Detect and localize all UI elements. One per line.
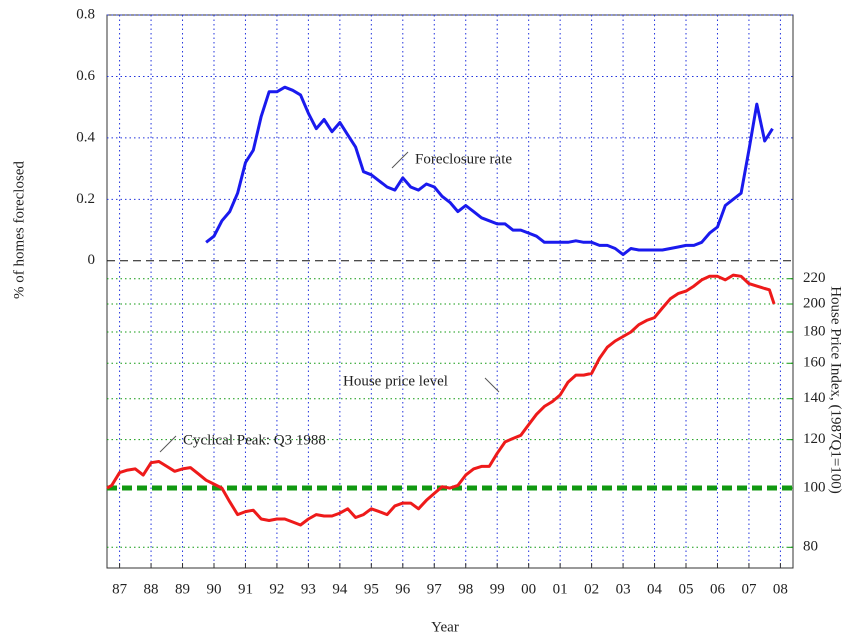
series-line [106, 273, 776, 527]
y2-tick-label: 160 [803, 355, 826, 371]
series-line [205, 85, 774, 257]
x-tick-label: 93 [301, 581, 316, 597]
annotation: Cyclical Peak: Q3 1988 [183, 432, 326, 448]
y2-tick-label: 140 [803, 390, 826, 406]
x-tick-label: 90 [206, 581, 221, 597]
x-tick-label: 89 [175, 581, 190, 597]
y2-tick-label: 220 [803, 270, 826, 286]
x-tick-label: 95 [364, 581, 379, 597]
y2-tick-label: 100 [803, 479, 826, 495]
x-tick-label: 01 [553, 581, 568, 597]
annotation: Foreclosure rate [415, 151, 512, 167]
annotation-arrow [484, 377, 500, 393]
y-tick-label: 0.2 [76, 191, 95, 207]
x-tick-label: 03 [616, 581, 631, 597]
y-tick-label: 0 [88, 252, 96, 268]
y-axis-label: % of homes foreclosed [11, 161, 27, 299]
annotation-arrow [159, 435, 177, 453]
y-tick-label: 0.8 [76, 6, 95, 22]
y2-tick-label: 120 [803, 431, 826, 447]
x-tick-label: 96 [395, 581, 411, 597]
x-tick-label: 88 [144, 581, 159, 597]
y2-tick-label: 180 [803, 323, 826, 339]
plot-frame [106, 14, 794, 569]
plot-area: 87 88 89 90 91 92 93 94 95 96 97 98 99 00 01 02 03 04 05 06… [76, 6, 825, 597]
x-tick-label: 99 [490, 581, 505, 597]
x-tick-label: 06 [710, 581, 726, 597]
x-tick-label: 97 [427, 581, 443, 597]
x-tick-label: 92 [269, 581, 284, 597]
y-tick-label: 0.6 [76, 68, 95, 84]
x-tick-label: 07 [741, 581, 757, 597]
x-tick-label: 04 [647, 581, 663, 597]
annotation-arrow [391, 151, 409, 169]
x-tick-label: 05 [679, 581, 694, 597]
x-tick-label: 08 [773, 581, 788, 597]
x-tick-label: 00 [521, 581, 536, 597]
y2-tick-label: 200 [803, 295, 826, 311]
y2-tick-label: 80 [803, 539, 818, 555]
x-tick-label: 02 [584, 581, 599, 597]
y-tick-label: 0.4 [76, 129, 95, 145]
x-tick-label: 98 [458, 581, 473, 597]
y2-axis-label: House Price Index, (1987Q1=100) [828, 286, 844, 494]
x-tick-label: 94 [332, 581, 348, 597]
x-axis-label: Year [431, 619, 459, 635]
annotation: House price level [343, 373, 448, 389]
x-tick-label: 91 [238, 581, 253, 597]
x-tick-label: 87 [112, 581, 128, 597]
